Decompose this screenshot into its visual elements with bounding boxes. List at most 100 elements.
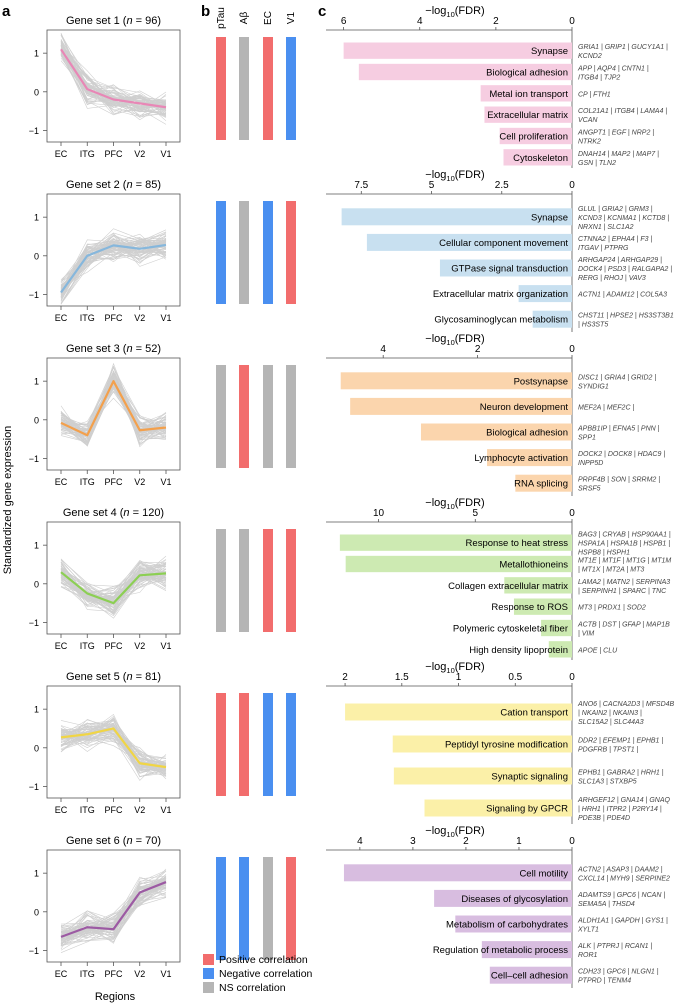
background-traces — [60, 362, 167, 448]
n-value: = 120) — [130, 507, 165, 519]
y-tick-label: 0 — [34, 251, 39, 261]
fdr-tick-label: 0 — [569, 344, 575, 355]
enrichment-term-label: Glycosaminoglycan metabolism — [434, 315, 568, 326]
enrichment-bar — [513, 598, 572, 615]
gene-trace — [60, 50, 167, 115]
gene-list-line: ACTN2 | ASAP3 | DAAM2 | — [577, 866, 663, 873]
gene-list-line: SYNDIG1 — [578, 383, 609, 390]
correlation-bar-pos — [216, 37, 226, 140]
enrichment-bar — [341, 208, 572, 226]
x-axis-label: Regions — [95, 991, 136, 1003]
gene-list-line: MT1E | MT1F | MT1G | MT1M — [578, 558, 671, 565]
enrichment-term-label: Postsynapse — [514, 376, 568, 387]
gene-trace — [60, 383, 167, 443]
enrichment-term-label: Cell–cell adhesion — [491, 971, 568, 982]
fdr-axis-label: −log10(FDR) — [425, 497, 484, 511]
fdr-tick-label: 4 — [357, 836, 363, 847]
correlation-bar-ns — [263, 857, 273, 960]
y-axis-label: Standardized gene expression — [2, 426, 14, 575]
enrichment-term-label: Synapse — [531, 212, 568, 223]
gene-trace — [60, 378, 167, 443]
correlation-bar-ns — [286, 365, 296, 468]
y-tick-label: 1 — [34, 213, 39, 223]
y-tick-label: 0 — [34, 415, 39, 425]
x-tick-label: ITG — [80, 477, 95, 487]
enrichment-bar — [366, 233, 572, 251]
correlation-column-label: pTau — [216, 7, 227, 29]
gene-set-6: Gene set 6 (n = 70) −1 0 1 EC ITG PFC V2 V1 −log1… — [29, 825, 670, 988]
enrichment-term-label: Biological adhesion — [486, 68, 568, 79]
gene-trace — [60, 723, 167, 768]
n-label: n — [123, 507, 129, 519]
gene-list-line: LAMA2 | MATN2 | SERPINA3 — [578, 579, 670, 586]
fdr-rest: (FDR) — [455, 333, 485, 345]
x-tick-label: V1 — [160, 969, 171, 979]
correlation-bar-pos — [216, 693, 226, 796]
enrichment-term-label: Metabolism of carbohydrates — [446, 920, 568, 931]
enrichment-bar — [424, 799, 572, 817]
gene-list-line: ITGAV | PTPRG — [578, 245, 629, 252]
gene-trace — [60, 880, 167, 943]
correlation-bar-neg — [286, 693, 296, 796]
y-tick-label: 0 — [34, 743, 39, 753]
fdr-subscript: 10 — [446, 10, 454, 19]
gene-list-line: SLC15A2 | SLC44A3 — [578, 719, 644, 726]
panel-label-a: a — [2, 3, 11, 20]
fdr-axis-label: −log10(FDR) — [425, 5, 484, 19]
gene-list-line: ITGB4 | TJP2 — [578, 75, 620, 82]
gene-list-line: ARHGAP24 | ARHGAP29 | — [577, 257, 662, 264]
y-tick-label: 1 — [34, 49, 39, 59]
gene-list-line: PRPF4B | SON | SRRM2 | — [578, 477, 660, 484]
gene-list-line: | MT1X | MT2A | MT3 — [578, 567, 644, 574]
gene-list-line: RERG | RHOJ | VAV3 — [578, 275, 646, 282]
gene-list-line: APP | AQP4 | CNTN1 | — [577, 66, 649, 73]
gene-list-line: ARHGEF12 | GNA14 | GNAQ — [577, 797, 670, 804]
enrichment-bar — [518, 285, 572, 303]
gene-set-title: Gene set 4 (n = 120) — [63, 507, 164, 519]
fdr-subscript: 10 — [446, 830, 454, 839]
enrichment-term-label: Extracellular matrix organization — [433, 289, 568, 300]
gene-trace — [60, 878, 167, 945]
enrichment-term-label: Cation transport — [500, 708, 568, 719]
n-label: n — [126, 179, 132, 191]
gene-list-line: ANGPT1 | EGF | NRP2 | — [577, 130, 654, 137]
gene-trace — [60, 246, 167, 294]
x-tick-label: PFC — [105, 969, 124, 979]
n-value: = 52) — [133, 343, 161, 355]
gene-trace — [60, 879, 167, 933]
gene-list-line: DISC1 | GRIA4 | GRID2 | — [578, 374, 656, 381]
n-label: n — [126, 835, 132, 847]
gene-list-line: APOE | CLU — [577, 647, 618, 654]
gene-list-line: VCAN — [578, 117, 598, 124]
gene-list-line: APBB1IP | EFNA5 | PNN | — [577, 426, 660, 433]
enrichment-bar — [392, 735, 572, 753]
gene-list-line: SEMA5A | THSD4 — [578, 901, 635, 908]
gene-list-line: DOCK4 | PSD3 | RALGAPA2 | — [578, 266, 672, 273]
correlation-bar-ns — [216, 365, 226, 468]
gene-trace — [60, 577, 167, 599]
correlation-bar-neg — [216, 201, 226, 304]
enrichment-bar — [548, 641, 572, 658]
correlation-bar-pos — [263, 529, 273, 632]
y-tick-label: 1 — [34, 377, 39, 387]
enrichment-bar — [515, 474, 572, 492]
fdr-subscript: 10 — [446, 502, 454, 511]
x-tick-label: V2 — [134, 477, 145, 487]
gene-set-title: Gene set 2 (n = 85) — [66, 179, 161, 191]
y-tick-label: −1 — [29, 454, 39, 464]
gene-set-5: Gene set 5 (n = 81) −1 0 1 EC ITG PFC V2 V1 −log1… — [29, 661, 675, 824]
mean-trend-line — [60, 48, 167, 109]
x-tick-label: ITG — [80, 805, 95, 815]
enrichment-term-label: Signaling by GPCR — [486, 804, 568, 815]
gene-trace — [60, 569, 167, 602]
fdr-tick-label: 0 — [569, 180, 575, 191]
y-tick-label: −1 — [29, 946, 39, 956]
fdr-tick-label: 1.5 — [395, 672, 409, 683]
gene-trace — [60, 365, 167, 445]
gene-list-line: CXCL14 | MYH9 | SERPINE2 — [578, 875, 670, 882]
fdr-tick-label: 2 — [463, 836, 469, 847]
gene-set-2: Gene set 2 (n = 85) −1 0 1 EC ITG PFC V2 V1 −log1… — [29, 169, 674, 332]
background-traces — [60, 713, 167, 781]
gene-trace — [60, 57, 167, 108]
gene-set-title: Gene set 5 (n = 81) — [66, 671, 161, 683]
